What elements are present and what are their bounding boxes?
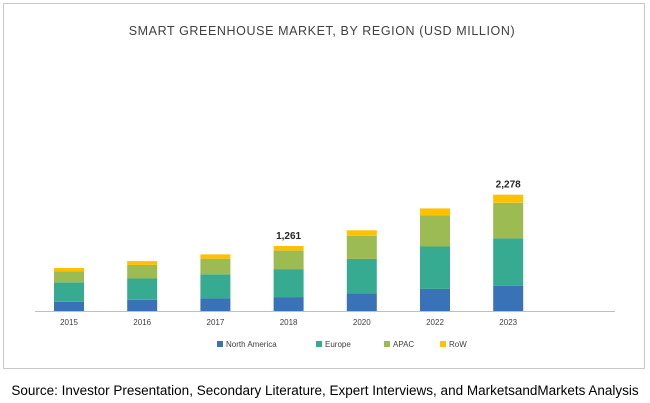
x-tick-label: 2018 — [280, 318, 298, 327]
bar-europe-2018 — [273, 269, 304, 298]
bar-chart: 2015 2016 2017 2018 1,261 2020 2022 2023 2,278 No… — [35, 180, 615, 349]
legend-swatch-row — [440, 341, 446, 347]
legend-label: North America — [226, 340, 277, 349]
bar-row-2023 — [493, 194, 524, 203]
bar-row-2018 — [273, 246, 304, 251]
bar-row-2016 — [127, 261, 158, 265]
x-tick-label: 2016 — [133, 318, 151, 327]
bar-apac-2023 — [493, 202, 524, 239]
bar-north-america-2023 — [493, 285, 524, 311]
bar-apac-2016 — [127, 264, 158, 279]
chart-title: SMART GREENHOUSE MARKET, BY REGION (USD … — [128, 24, 516, 38]
legend-label: Europe — [325, 340, 351, 349]
bar-apac-2015 — [54, 271, 84, 283]
x-tick-label: 2020 — [353, 318, 371, 327]
bar-europe-2017 — [200, 274, 231, 299]
bar-apac-2018 — [273, 250, 304, 270]
legend-label: APAC — [393, 340, 414, 349]
bar-europe-2023 — [493, 238, 524, 286]
bar-north-america-2016 — [127, 299, 158, 311]
total-label-2023: 2,278 — [496, 180, 521, 191]
source-note: Source: Investor Presentation, Secondary… — [11, 383, 639, 398]
bar-europe-2015 — [54, 282, 84, 302]
legend-swatch-north-america — [217, 341, 223, 347]
chart-frame — [3, 3, 645, 369]
x-tick-label: 2022 — [426, 318, 444, 327]
x-tick-label: 2017 — [207, 318, 225, 327]
bar-row-2017 — [200, 254, 231, 259]
bar-north-america-2020 — [346, 293, 377, 311]
bar-apac-2022 — [420, 215, 450, 247]
bar-north-america-2018 — [273, 297, 304, 311]
legend-swatch-europe — [316, 341, 322, 347]
bar-europe-2016 — [127, 278, 158, 300]
bar-north-america-2017 — [200, 298, 231, 311]
x-tick-label: 2015 — [60, 318, 78, 327]
bar-europe-2020 — [346, 258, 377, 294]
bar-row-2022 — [420, 208, 450, 216]
total-label-2018: 1,261 — [276, 231, 301, 242]
bar-row-2015 — [54, 268, 84, 272]
bar-apac-2017 — [200, 258, 231, 275]
bar-north-america-2015 — [54, 301, 84, 311]
legend-swatch-apac — [384, 341, 390, 347]
bar-north-america-2022 — [420, 288, 450, 311]
x-tick-label: 2023 — [499, 318, 517, 327]
legend-label: RoW — [449, 340, 467, 349]
bar-row-2020 — [346, 230, 377, 236]
bar-apac-2020 — [346, 235, 377, 259]
bar-europe-2022 — [420, 246, 450, 289]
